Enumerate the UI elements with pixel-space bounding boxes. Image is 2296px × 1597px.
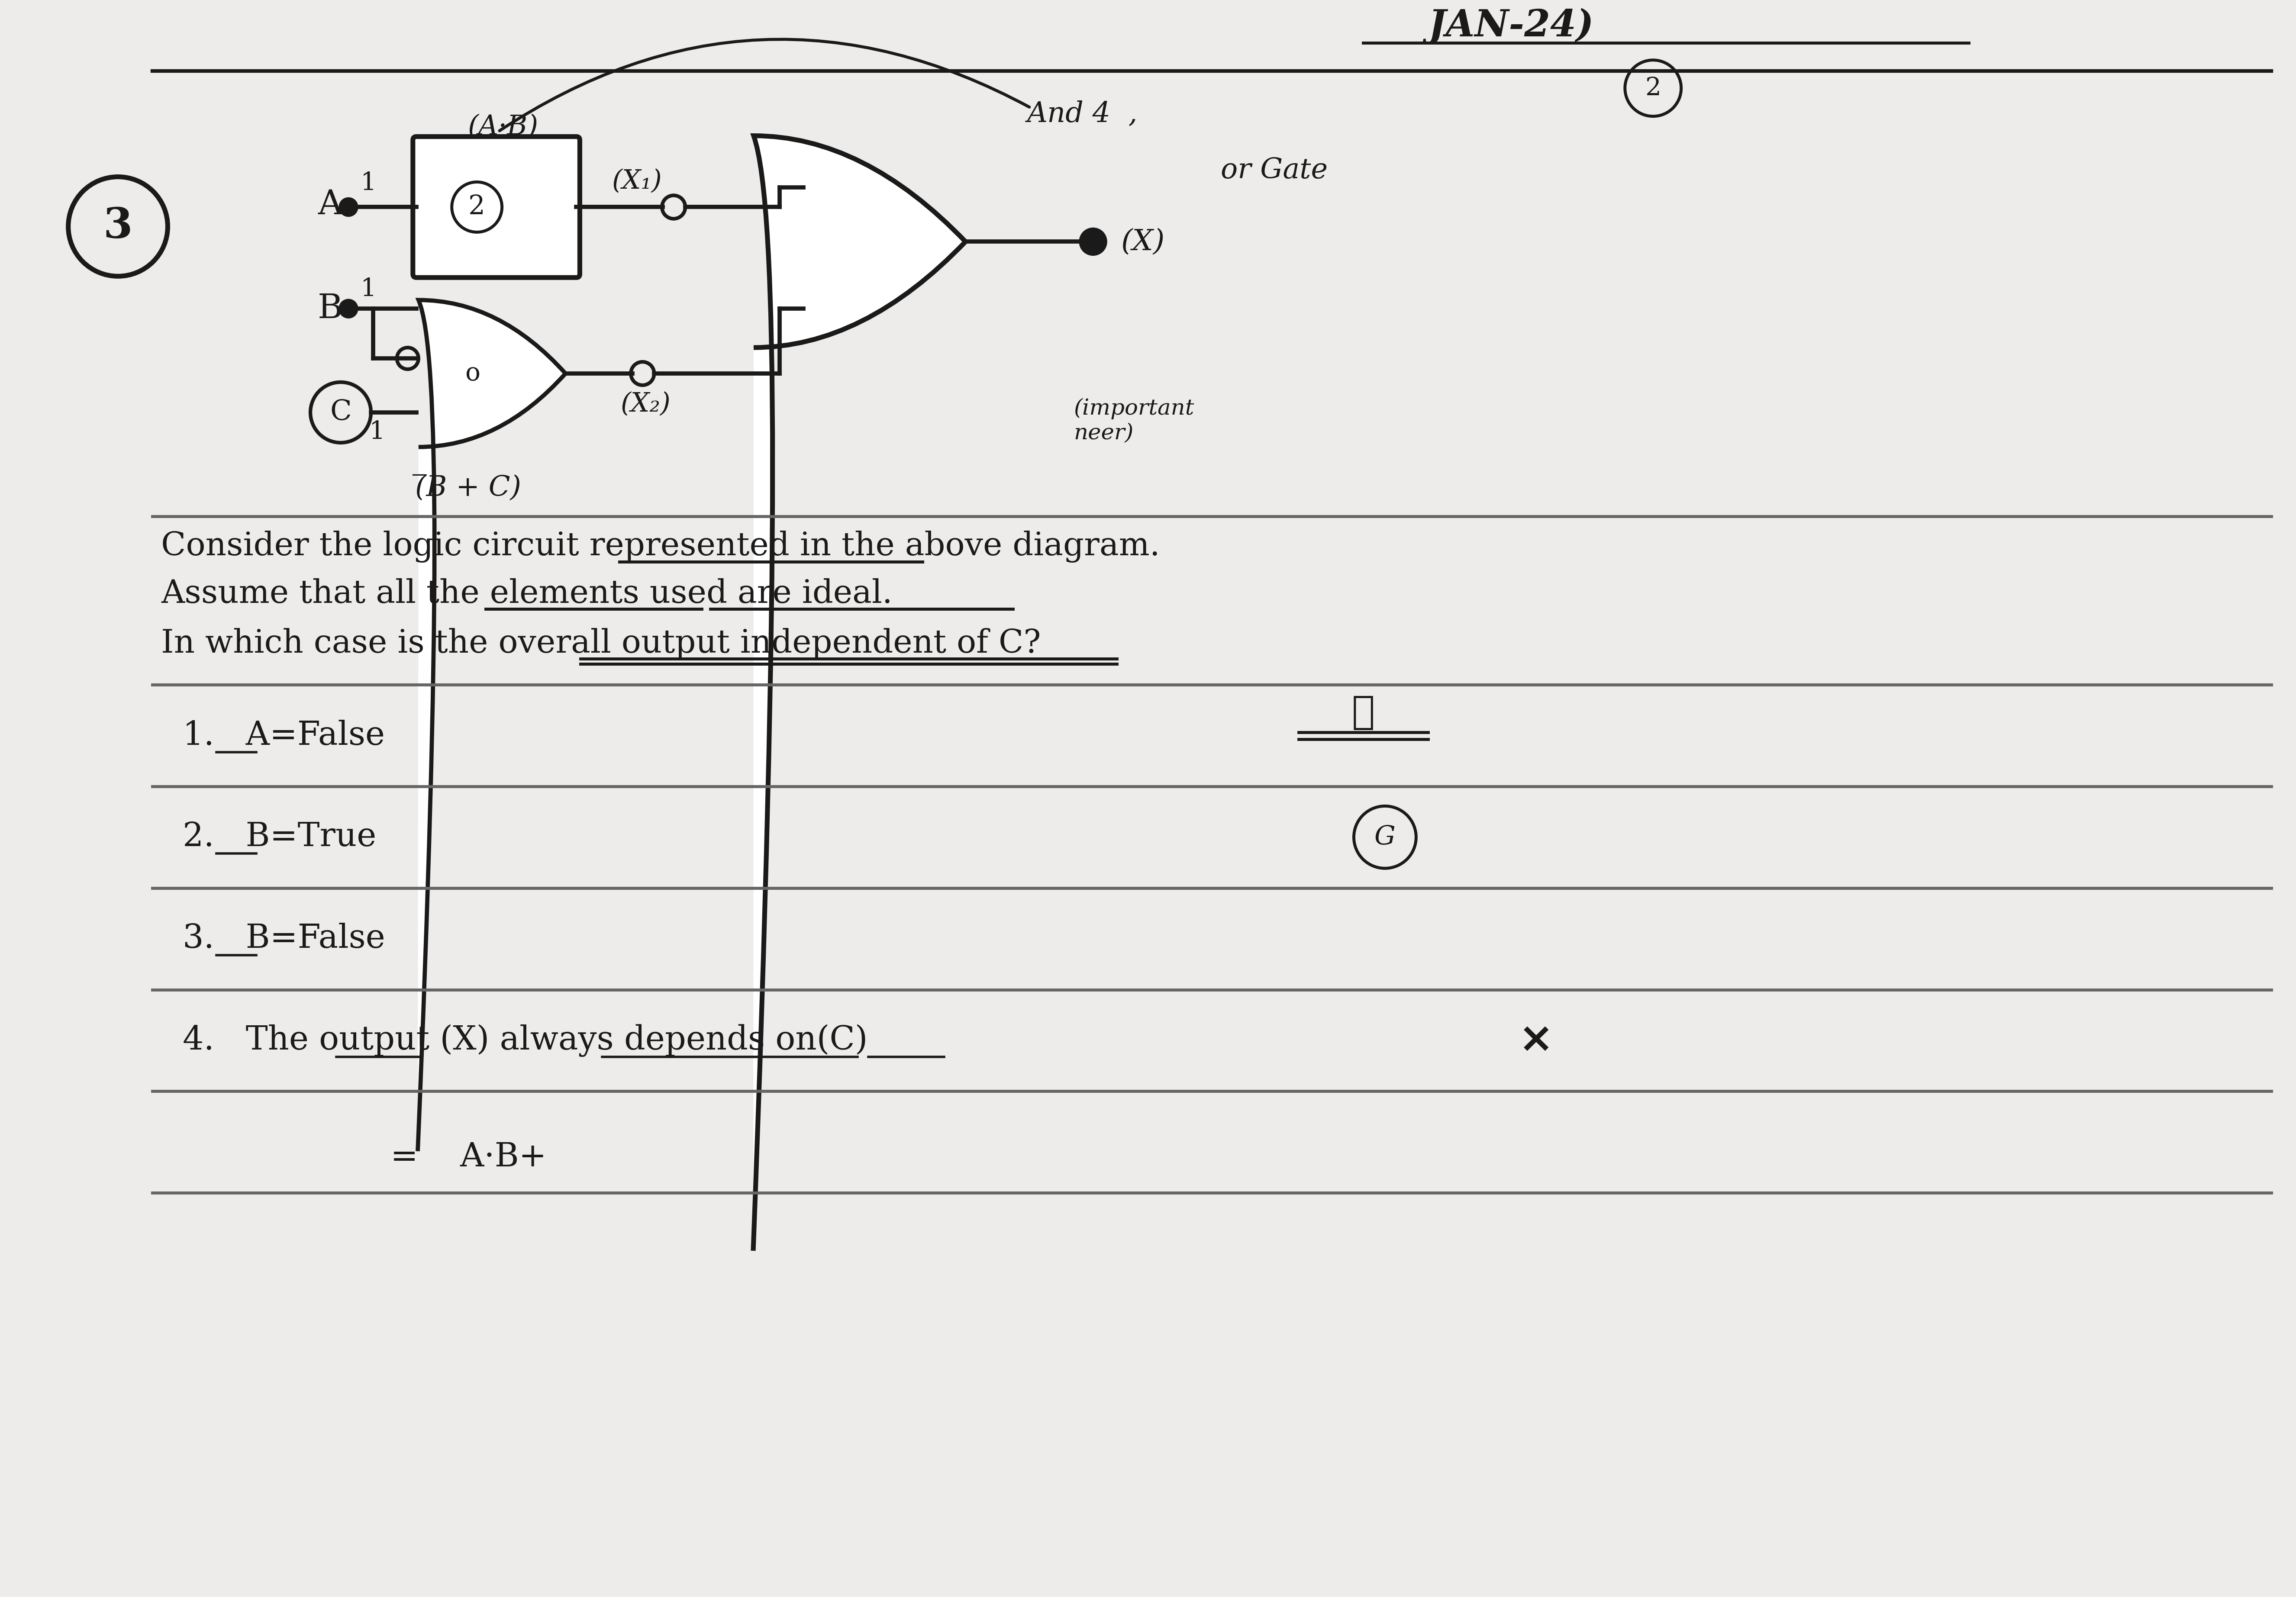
Circle shape [340,299,358,318]
Text: (A·B): (A·B) [468,113,537,141]
Text: B: B [317,292,342,326]
Text: 3: 3 [103,206,133,248]
Text: o: o [466,361,480,385]
Text: 4.   The output (X) always depends on(C): 4. The output (X) always depends on(C) [184,1024,868,1057]
Text: 2: 2 [468,195,484,220]
Text: (X₂): (X₂) [620,391,670,417]
Text: G: G [1375,824,1396,850]
Text: JAN-24): JAN-24) [1428,8,1593,45]
Text: And 4  ,: And 4 , [1026,101,1137,128]
FancyBboxPatch shape [413,137,581,278]
Text: 1.   A=False: 1. A=False [184,720,386,752]
Text: In which case is the overall output independent of C?: In which case is the overall output inde… [161,628,1040,660]
Text: A: A [319,188,342,222]
Text: 3.   B=False: 3. B=False [184,923,386,955]
Circle shape [340,198,358,217]
Text: ×: × [1518,1020,1554,1060]
PathPatch shape [753,136,967,348]
Text: Assume that all the elements used are ideal.: Assume that all the elements used are id… [161,578,893,610]
Text: or Gate: or Gate [1221,157,1327,184]
Text: C: C [331,399,351,426]
Text: ℓ: ℓ [1352,693,1375,730]
Text: 1: 1 [370,420,386,444]
Text: 1: 1 [360,171,377,195]
Text: (̅B + C): (̅B + C) [416,474,521,501]
Text: (important
neer): (important neer) [1075,398,1194,444]
Circle shape [1079,228,1107,256]
Text: =    A·B+: = A·B+ [390,1142,546,1174]
PathPatch shape [418,300,565,447]
Text: 2: 2 [1644,77,1660,101]
Text: 1: 1 [360,278,377,302]
Text: (X): (X) [1120,227,1164,256]
Text: (X₁): (X₁) [611,168,661,195]
Text: Consider the logic circuit represented in the above diagram.: Consider the logic circuit represented i… [161,530,1159,562]
Text: 2.   B=True: 2. B=True [184,821,377,853]
